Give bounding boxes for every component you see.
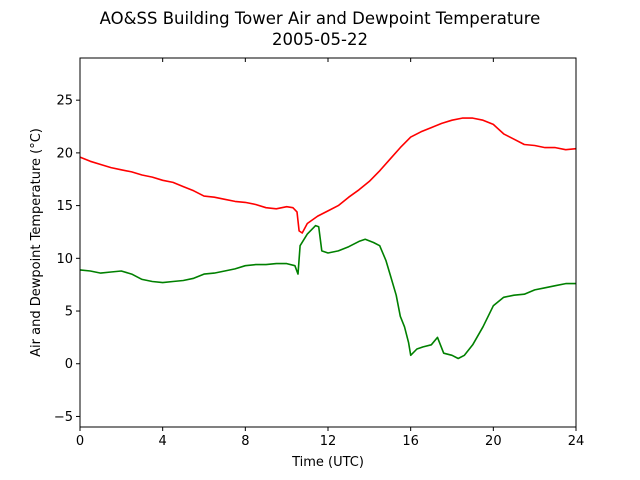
series-line-1 [79, 117, 577, 234]
x-tick-label: 16 [402, 434, 419, 449]
y-tick-label: 0 [65, 357, 73, 372]
x-tick-label: 4 [159, 434, 167, 449]
series-line-2 [79, 224, 576, 360]
x-tick-label: 24 [568, 434, 585, 449]
chart-title: AO&SS Building Tower Air and Dewpoint Te… [100, 9, 541, 28]
y-tick-label: 20 [56, 146, 73, 161]
y-axis-label: Air and Dewpoint Temperature (°C) [29, 128, 44, 357]
x-axis-label: Time (UTC) [291, 455, 364, 470]
plot-frame [79, 57, 577, 428]
y-tick-label: 5 [65, 305, 73, 320]
x-tick-label: 20 [485, 434, 502, 449]
x-tick-label: 12 [320, 434, 337, 449]
y-tick-label: 15 [56, 199, 73, 214]
chart-subtitle: 2005-05-22 [272, 30, 368, 49]
x-tick-label: 0 [76, 434, 84, 449]
y-tick-label: −5 [54, 410, 73, 425]
y-tick-label: 10 [56, 252, 73, 267]
x-tick-label: 8 [241, 434, 249, 449]
series-layer [79, 117, 577, 360]
y-tick-label: 25 [56, 94, 73, 109]
